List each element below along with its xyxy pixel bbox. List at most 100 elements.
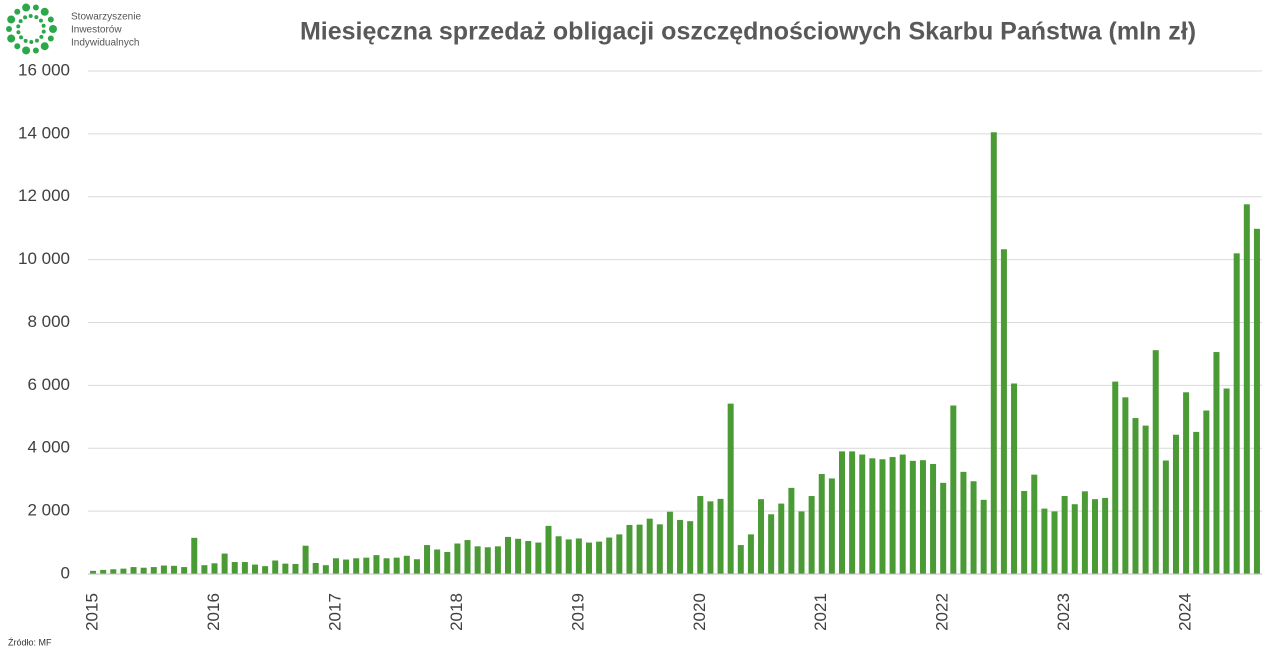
logo-dot (40, 42, 49, 51)
bar (869, 458, 876, 574)
logo-dot (19, 35, 24, 40)
x-tick-label: 2022 (933, 593, 952, 631)
bar (606, 537, 613, 574)
x-tick-label: 2017 (325, 593, 344, 631)
logo-dot (34, 15, 39, 20)
logo-text: Stowarzyszenie (71, 12, 141, 23)
bar (110, 569, 117, 574)
logo-dot (23, 38, 28, 43)
bar (879, 459, 886, 574)
bar (646, 518, 653, 574)
x-tick-label: 2024 (1176, 593, 1195, 631)
logo-dot (34, 38, 39, 43)
bar (434, 549, 441, 574)
bar (555, 536, 562, 574)
logo-dot (40, 7, 49, 16)
bar (727, 403, 734, 574)
bar (373, 555, 380, 574)
bar (1011, 383, 1018, 574)
bar (515, 538, 522, 574)
bar (1193, 431, 1200, 574)
bar (120, 568, 127, 574)
bar (1021, 491, 1028, 574)
x-tick-label: 2023 (1054, 593, 1073, 631)
bar (747, 534, 754, 574)
chart-title: Miesięczna sprzedaż obligacji oszczędnoś… (300, 18, 1196, 46)
logo-dot (22, 46, 31, 55)
bar (302, 545, 309, 574)
y-tick-label: 8 000 (27, 312, 70, 331)
x-tick-label: 2021 (811, 593, 830, 631)
bar (940, 482, 947, 574)
bar (737, 545, 744, 574)
y-tick-label: 0 (61, 563, 70, 582)
bar (343, 559, 350, 574)
bar (444, 551, 451, 574)
bar (160, 565, 167, 574)
logo-dot (14, 43, 21, 50)
logo-dot (7, 15, 16, 24)
bar (980, 499, 987, 574)
x-tick-label: 2016 (204, 593, 223, 631)
bar (1092, 499, 1099, 574)
y-tick-label: 6 000 (27, 375, 70, 394)
logo-text: Indywidualnych (71, 38, 139, 49)
bar (130, 567, 137, 574)
bar (332, 558, 339, 574)
bar (919, 460, 926, 574)
bar (970, 481, 977, 574)
logo-dot (7, 34, 16, 43)
logo-dot (32, 47, 39, 54)
y-tick-label: 12 000 (18, 186, 70, 205)
bar (312, 562, 319, 574)
y-tick-label: 10 000 (18, 249, 70, 268)
bar (666, 511, 673, 574)
logo-dot (38, 18, 43, 23)
bar (990, 132, 997, 574)
logo-dot (41, 23, 46, 28)
bar (828, 478, 835, 574)
logo-dot (6, 26, 12, 32)
bar (1243, 204, 1250, 575)
bar (960, 471, 967, 574)
bar (909, 460, 916, 574)
bar (535, 542, 542, 574)
logo-dot (23, 15, 28, 20)
bar (859, 454, 866, 574)
logo-dot (14, 8, 21, 15)
bar (211, 563, 218, 574)
bar (788, 487, 795, 574)
logo-dot (47, 35, 54, 42)
bar (413, 559, 420, 574)
bar (181, 567, 188, 574)
bar (575, 538, 582, 574)
bar (140, 567, 147, 574)
bar (950, 405, 957, 574)
bar (889, 457, 896, 574)
logo-dot (41, 29, 46, 34)
bar (899, 454, 906, 574)
y-tick-label: 16 000 (18, 60, 70, 79)
bar (1162, 460, 1169, 574)
logo-dot (22, 3, 31, 12)
y-tick-label: 4 000 (27, 438, 70, 457)
bar (545, 525, 552, 574)
bar (697, 496, 704, 574)
bar (707, 501, 714, 574)
bar (424, 545, 431, 574)
bar (251, 564, 258, 574)
bar (494, 546, 501, 574)
logo-dot (47, 16, 54, 23)
bar (322, 565, 329, 574)
bar (241, 562, 248, 574)
bar (484, 547, 491, 574)
bar (626, 524, 633, 574)
bar (272, 560, 279, 574)
bar (585, 542, 592, 574)
bar (1081, 491, 1088, 574)
bar (1223, 388, 1230, 574)
bar (677, 519, 684, 574)
bar (778, 503, 785, 574)
bar (1172, 434, 1179, 574)
logo (6, 3, 57, 55)
